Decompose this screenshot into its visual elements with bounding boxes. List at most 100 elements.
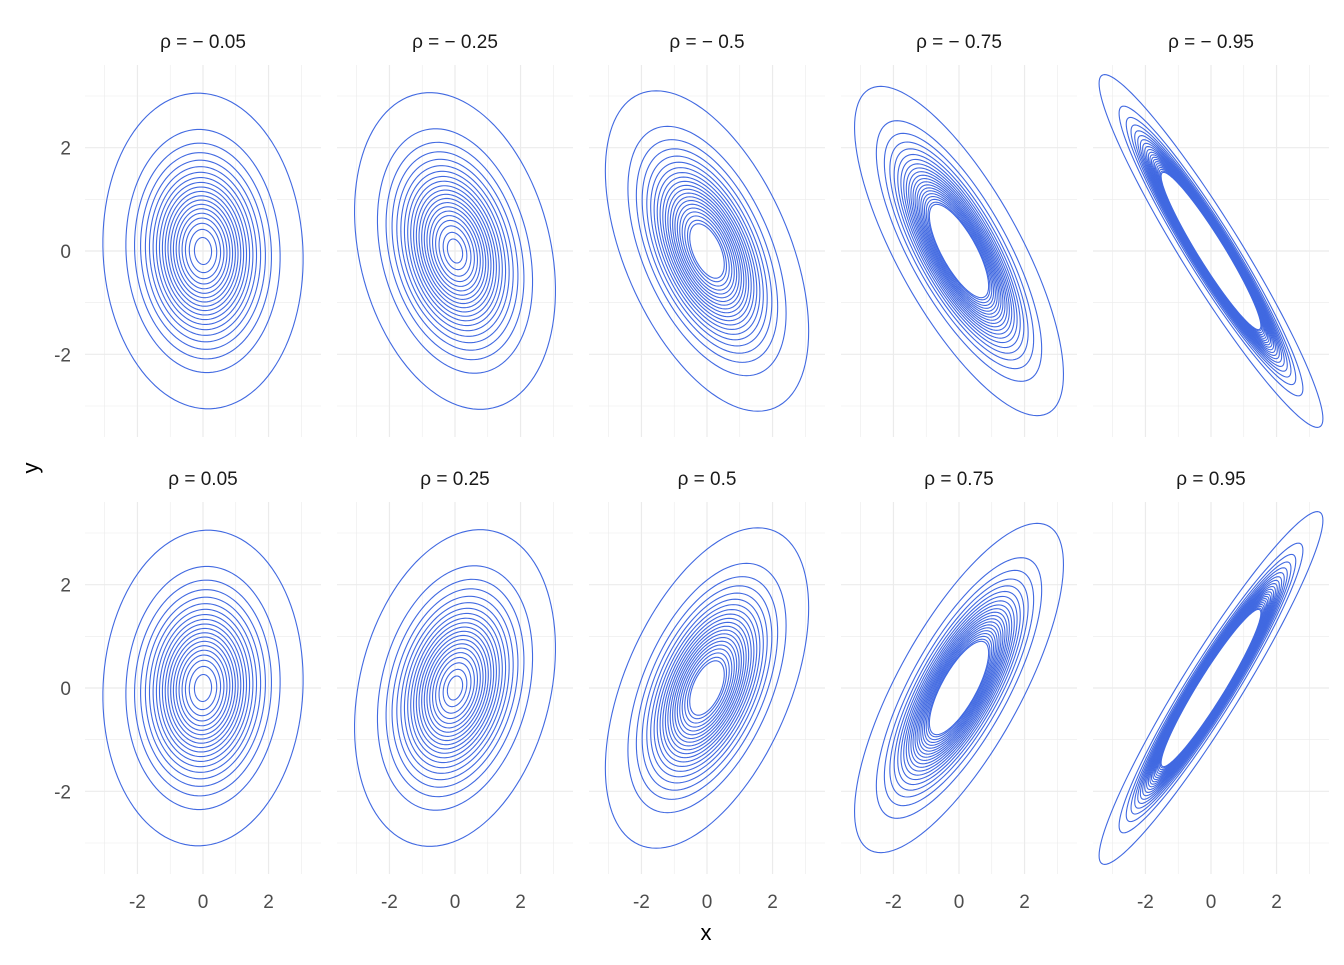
contour-line <box>170 636 236 740</box>
contour-line <box>140 589 266 787</box>
contour-line <box>1098 511 1324 865</box>
contour-line <box>175 645 231 731</box>
contour-line <box>920 627 998 749</box>
facet-strip-label: ρ = 0.25 <box>420 469 489 490</box>
contour-layer <box>102 74 1324 865</box>
x-tick-label: -2 <box>129 892 146 913</box>
contour-line <box>1130 124 1292 378</box>
contour-line <box>158 618 248 758</box>
contour-line <box>410 617 500 759</box>
contour-line <box>429 210 481 292</box>
x-tick-label: 2 <box>515 892 526 913</box>
contour-line <box>125 128 281 374</box>
y-tick-label: -2 <box>54 782 71 803</box>
contour-line <box>659 613 755 763</box>
x-axis-title: x <box>701 920 712 945</box>
contour-line <box>446 675 464 701</box>
text-layer: x y ρ = − 0.05 -2 0 2 ρ = − 0.25 ρ = − 0.5 ρ =… <box>18 32 1282 945</box>
contour-line <box>1137 572 1285 804</box>
y-tick-label: 2 <box>60 576 71 597</box>
contour-line <box>391 151 519 351</box>
contour-line <box>376 565 534 811</box>
contour-line <box>184 659 222 717</box>
contour-line <box>1118 542 1304 834</box>
contour-line <box>893 148 1025 354</box>
contour-line <box>1139 139 1283 363</box>
contour-line <box>438 662 472 714</box>
contour-line <box>916 184 1002 318</box>
contour-line <box>853 85 1065 417</box>
contour-line <box>1118 105 1304 397</box>
contour-line <box>922 193 996 309</box>
contour-line <box>181 217 225 285</box>
facet-strip-label: ρ = − 0.05 <box>160 32 246 53</box>
x-tick-label: 0 <box>198 892 209 913</box>
contour-line <box>912 177 1006 325</box>
contour-line <box>376 128 534 374</box>
contour-line <box>400 165 510 337</box>
x-tick-label: 0 <box>450 892 461 913</box>
contour-line <box>1098 74 1324 428</box>
y-tick-label: 0 <box>60 679 71 700</box>
y-tick-label: 2 <box>60 139 71 160</box>
contour-line <box>403 170 507 332</box>
contour-line <box>635 139 779 363</box>
contour-line <box>684 215 730 287</box>
contour-line <box>181 654 225 722</box>
x-tick-label: 2 <box>767 892 778 913</box>
contour-line <box>916 621 1002 755</box>
contour-line <box>188 228 218 274</box>
y-axis-title: y <box>18 463 43 474</box>
contour-line <box>193 236 213 266</box>
contour-line <box>918 187 1000 315</box>
contour-line <box>134 579 272 797</box>
contour-line <box>664 621 750 755</box>
contour-line <box>161 186 245 316</box>
contour-line <box>354 92 556 410</box>
contour-line <box>672 196 742 306</box>
contour-line <box>662 617 752 759</box>
contour-line <box>681 211 733 291</box>
contour-line <box>385 578 525 798</box>
contour-line <box>413 622 497 754</box>
contour-line <box>396 158 514 344</box>
contour-line <box>415 626 495 750</box>
contour-line <box>922 630 996 746</box>
contour-line <box>431 215 479 287</box>
contour-line <box>889 578 1029 798</box>
x-tick-label: 0 <box>702 892 713 913</box>
contour-line <box>172 640 234 736</box>
contour-line <box>641 148 773 354</box>
contour-line <box>442 231 468 271</box>
facet-strip-label: ρ = − 0.5 <box>669 32 744 53</box>
contour-line <box>908 171 1010 331</box>
contour-line <box>172 203 234 299</box>
contour-line <box>910 174 1008 328</box>
contour-line <box>646 592 768 784</box>
contour-line <box>1125 116 1297 386</box>
x-tick-label: 2 <box>263 892 274 913</box>
contour-line <box>407 612 503 764</box>
contour-line <box>914 181 1004 321</box>
contour-line <box>674 636 740 740</box>
contour-line <box>435 219 475 283</box>
contour-line <box>905 167 1013 335</box>
contour-line <box>664 184 750 318</box>
contour-line <box>900 158 1018 344</box>
contour-line <box>669 629 745 747</box>
contour-line <box>178 649 228 727</box>
contour-line <box>883 132 1035 370</box>
contour-line <box>650 161 764 341</box>
contour-line <box>672 633 742 743</box>
contour-line <box>650 598 764 778</box>
contour-line <box>646 155 768 347</box>
contour-line <box>927 201 991 301</box>
facet-strip-label: ρ = 0.75 <box>924 469 993 490</box>
contour-line <box>1130 561 1292 815</box>
contour-line <box>144 159 262 343</box>
contour-line <box>102 92 304 410</box>
contour-line <box>423 639 487 737</box>
contour-line <box>184 222 222 280</box>
contour-line <box>912 614 1006 762</box>
y-tick-label: 0 <box>60 242 71 263</box>
